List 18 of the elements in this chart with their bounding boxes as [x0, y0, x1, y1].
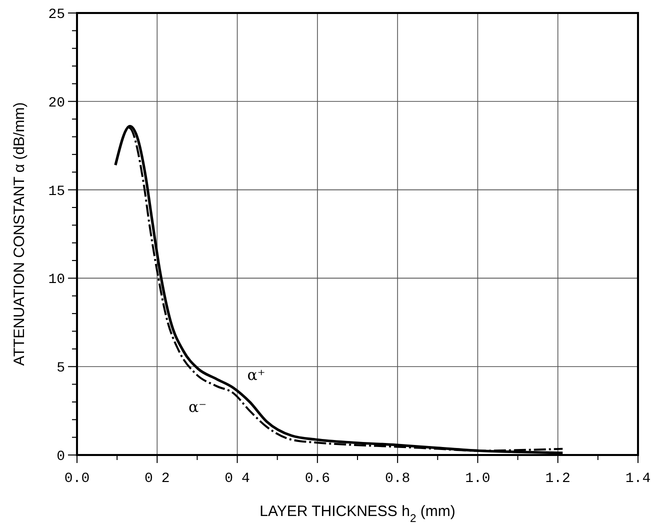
- x-tick-label: 1.0: [465, 471, 490, 487]
- x-tick-label: 1.4: [625, 471, 651, 487]
- x-tick-label: 0.0: [64, 471, 90, 487]
- y-tick-label: 0: [56, 449, 65, 465]
- x-tick-label: 0 2: [144, 471, 170, 487]
- x-tick-label: 0.8: [384, 471, 410, 487]
- y-tick-label: 15: [48, 184, 65, 200]
- y-tick-label: 10: [48, 272, 65, 288]
- x-tick-label: 0 4: [224, 471, 250, 487]
- x-axis-title: LAYER THICKNESS h$_{2}$ (mm): [260, 503, 456, 525]
- y-axis-title: ATTENUATION CONSTANT α (dB/mm): [11, 102, 28, 366]
- y-tick-label: 20: [48, 95, 65, 112]
- x-tick-label: 0.6: [304, 471, 330, 487]
- y-tick-label: 25: [48, 7, 65, 23]
- series-label: α⁺: [247, 366, 266, 384]
- x-tick-label: 1.2: [545, 471, 570, 487]
- series-label: α⁻: [188, 398, 206, 416]
- y-tick-label: 5: [56, 360, 65, 377]
